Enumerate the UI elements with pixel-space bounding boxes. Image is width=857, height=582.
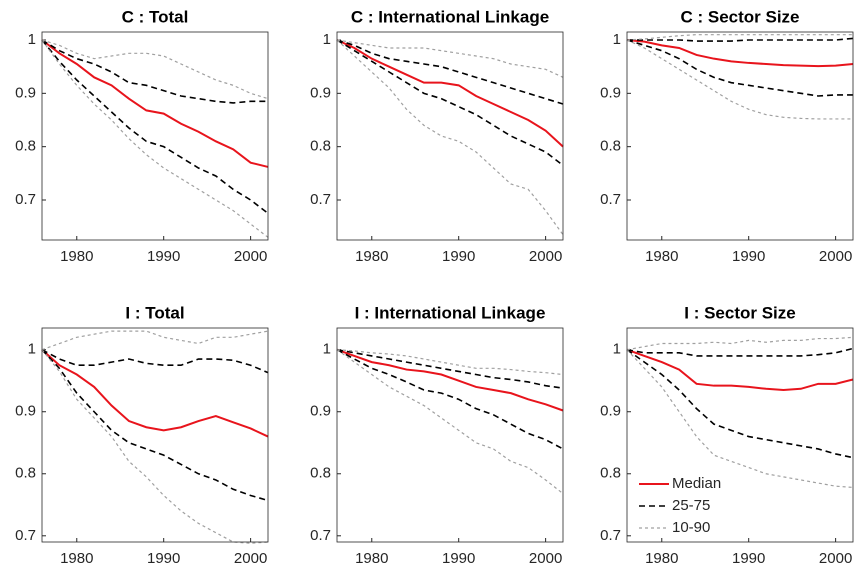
series-line <box>336 39 564 148</box>
plot-area <box>627 328 853 542</box>
series-line <box>41 39 269 168</box>
y-tick-label: 1 <box>323 341 331 358</box>
panel-title: C : International Linkage <box>351 7 549 26</box>
y-tick-label: 0.8 <box>600 138 621 155</box>
series-line <box>626 349 854 489</box>
series-line <box>336 349 564 450</box>
y-tick-label: 0.7 <box>600 527 621 544</box>
y-tick-label: 1 <box>28 341 36 358</box>
series-line <box>626 39 854 68</box>
legend-label: 25-75 <box>672 497 710 514</box>
series-line <box>336 349 564 495</box>
x-tick-label: 1990 <box>147 550 180 567</box>
series-line <box>626 348 854 392</box>
y-tick-label: 0.9 <box>600 403 621 420</box>
y-tick-label: 0.8 <box>15 138 36 155</box>
series-line <box>41 330 269 351</box>
x-tick-label: 2000 <box>529 248 562 265</box>
y-tick-label: 0.7 <box>310 527 331 544</box>
series-line <box>41 39 269 238</box>
series-line <box>626 336 854 351</box>
plot-frame <box>41 327 269 543</box>
x-tick-label: 2000 <box>529 550 562 567</box>
y-tick-label: 0.9 <box>15 84 36 101</box>
series-line <box>41 39 268 104</box>
y-tick-label: 0.7 <box>310 191 331 208</box>
x-tick-label: 1990 <box>442 248 475 265</box>
plot-frame <box>41 31 269 241</box>
plot-area <box>42 328 268 542</box>
series-line <box>336 349 564 376</box>
series-line <box>626 39 853 97</box>
series-line <box>41 39 269 214</box>
y-tick-label: 0.9 <box>15 403 36 420</box>
y-tick-label: 0.8 <box>310 465 331 482</box>
series-line <box>626 39 853 120</box>
series-line <box>41 349 269 374</box>
x-tick-label: 2000 <box>819 248 852 265</box>
legend-label: 10-90 <box>672 519 710 536</box>
x-tick-label: 1990 <box>442 550 475 567</box>
series-line <box>336 348 564 412</box>
x-tick-label: 1990 <box>147 248 180 265</box>
y-tick-label: 0.7 <box>600 191 621 208</box>
series-line <box>626 34 853 41</box>
series-line <box>41 348 269 438</box>
y-tick-label: 1 <box>28 31 36 48</box>
series-line <box>336 39 564 166</box>
series-line <box>626 349 854 459</box>
y-tick-label: 0.8 <box>310 138 331 155</box>
x-tick-label: 1980 <box>60 248 93 265</box>
y-tick-label: 0.8 <box>600 465 621 482</box>
plot-frame <box>336 31 564 241</box>
y-tick-label: 0.8 <box>15 465 36 482</box>
y-tick-label: 1 <box>323 31 331 48</box>
panel-title: C : Sector Size <box>680 7 799 26</box>
series-line <box>627 37 854 42</box>
series-line <box>41 349 269 502</box>
series-line <box>41 349 269 544</box>
series-line <box>336 39 564 78</box>
series-line <box>626 347 854 357</box>
x-tick-label: 1990 <box>732 550 765 567</box>
plot-frame <box>626 327 854 543</box>
y-tick-label: 1 <box>613 31 621 48</box>
y-tick-label: 1 <box>613 341 621 358</box>
x-tick-label: 1980 <box>645 248 678 265</box>
series-line <box>336 39 564 236</box>
panel-title: I : International Linkage <box>355 303 546 322</box>
x-tick-label: 2000 <box>819 550 852 567</box>
series-line <box>41 39 269 100</box>
panel-title: C : Total <box>122 7 189 26</box>
y-tick-label: 0.9 <box>310 84 331 101</box>
panel-title: I : Total <box>125 303 184 322</box>
x-tick-label: 1990 <box>732 248 765 265</box>
y-tick-label: 0.7 <box>15 527 36 544</box>
series-line <box>336 39 564 105</box>
plot-frame <box>336 327 564 543</box>
y-tick-label: 0.9 <box>600 84 621 101</box>
plot-area <box>337 32 563 240</box>
y-tick-label: 0.9 <box>310 403 331 420</box>
panel-title: I : Sector Size <box>684 303 795 322</box>
x-tick-label: 2000 <box>234 550 267 567</box>
plot-area <box>627 32 853 240</box>
y-tick-label: 0.7 <box>15 191 36 208</box>
plot-frame <box>626 31 854 241</box>
legend-label: Median <box>672 475 721 492</box>
x-tick-label: 1980 <box>355 550 388 567</box>
x-tick-label: 1980 <box>355 248 388 265</box>
series-line <box>336 348 564 389</box>
plot-area <box>337 328 563 542</box>
x-tick-label: 1980 <box>60 550 93 567</box>
x-tick-label: 2000 <box>234 248 267 265</box>
x-tick-label: 1980 <box>645 550 678 567</box>
